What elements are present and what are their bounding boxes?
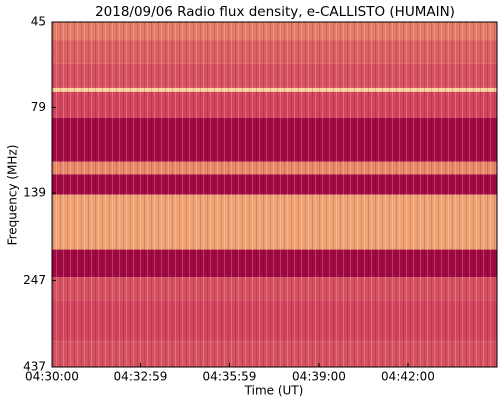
x-tick-label: 04:39:00 — [292, 370, 346, 384]
y-axis-label: Frequency (MHz) — [6, 145, 20, 246]
chart-title: 2018/09/06 Radio flux density, e-CALLIST… — [95, 4, 455, 20]
texture — [52, 22, 497, 367]
y-tick-label: 139 — [23, 186, 46, 200]
plot-frame — [51, 21, 498, 368]
x-tick-label: 04:42:00 — [381, 370, 435, 384]
y-tick-label: 79 — [31, 100, 46, 114]
x-tick-label: 04:32:59 — [114, 370, 168, 384]
x-axis-label: Time (UT) — [244, 384, 304, 398]
x-tick-label: 04:30:00 — [25, 370, 79, 384]
x-tick-label: 04:35:59 — [203, 370, 257, 384]
plot-area — [52, 22, 497, 367]
y-tick-label: 45 — [31, 15, 46, 29]
y-tick-label: 247 — [23, 273, 46, 287]
y-tick-label: 437 — [23, 360, 46, 374]
